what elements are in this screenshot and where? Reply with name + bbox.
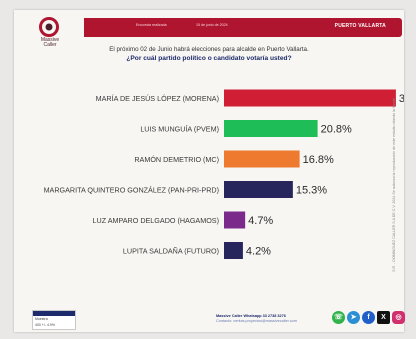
header-location: PUERTO VALLARTA	[334, 23, 386, 29]
whatsapp-icon[interactable]: ☏	[332, 311, 345, 324]
chart-title: ¿Por cuál partido político o candidato v…	[126, 55, 292, 62]
bar	[224, 120, 318, 137]
instagram-icon[interactable]: ◎	[392, 311, 405, 324]
bar	[224, 89, 396, 107]
side-legal-note: S.R. - DOMINGUEZ CALLER S.A DE C.V. 2024…	[388, 70, 400, 300]
bar	[224, 150, 300, 168]
bar	[224, 181, 293, 198]
bar	[224, 211, 246, 229]
side-legal-text: S.R. - DOMINGUEZ CALLER S.A DE C.V. 2024…	[392, 98, 396, 272]
value-label: 16.8%	[303, 154, 334, 166]
logo-text: Massive Caller	[30, 38, 70, 48]
header-date-note: 15 de junio de 2024	[196, 23, 228, 27]
methodology-row-label: Muestra	[35, 317, 48, 321]
methodology-table-header	[33, 311, 75, 316]
logo-mark-icon	[39, 17, 59, 37]
telegram-icon[interactable]: ➤	[347, 311, 360, 324]
value-label: 4.7%	[248, 215, 273, 227]
footer-contact: Massive Caller Whatsapp 33 2738 3276 Con…	[216, 314, 297, 323]
bar	[224, 242, 243, 259]
category-label: LUZ AMPARO DELGADO (HAGAMOS)	[93, 216, 219, 225]
header-left-note: Encuesta realizada	[136, 23, 167, 27]
contact-title: Massive Caller Whatsapp 33 2738 3276	[216, 314, 286, 318]
value-label: 15.3%	[296, 185, 327, 197]
logo-name-line1: Massive	[40, 37, 60, 43]
value-label: 4.2%	[246, 246, 271, 258]
category-label: MARGARITA QUINTERO GONZÁLEZ (PAN-PRI-PRD…	[44, 186, 219, 195]
massive-caller-logo: Massive Caller	[26, 16, 72, 50]
facebook-icon[interactable]: f	[362, 311, 375, 324]
x-icon[interactable]: X	[377, 311, 390, 324]
header-band	[84, 18, 402, 37]
poll-sheet: Massive Caller Encuesta realizada 15 de …	[14, 10, 405, 332]
category-label: LUIS MUNGUÍA (PVEM)	[140, 125, 219, 134]
bar-chart: MARÍA DE JESÚS LÓPEZ (MORENA) 38.2% LUIS M…	[44, 89, 404, 259]
contact-sub: Contacto: ventas.proyectos@massivecaller…	[216, 319, 297, 323]
chart-subtitle: El próximo 02 de Junio habrá elecciones …	[109, 46, 309, 53]
methodology-row-values: 400 +/- 4.9%	[35, 323, 55, 327]
logo-name-line2: Caller	[43, 42, 57, 48]
value-label: 20.8%	[321, 124, 352, 136]
category-label: MARÍA DE JESÚS LÓPEZ (MORENA)	[96, 94, 219, 103]
methodology-table: Muestra 400 +/- 4.9%	[32, 310, 76, 330]
value-label: 38.2%	[399, 93, 404, 105]
category-label: LUPITA SALDAÑA (FUTURO)	[123, 247, 219, 256]
category-label: RAMÓN DEMETRIO (MC)	[134, 155, 219, 164]
